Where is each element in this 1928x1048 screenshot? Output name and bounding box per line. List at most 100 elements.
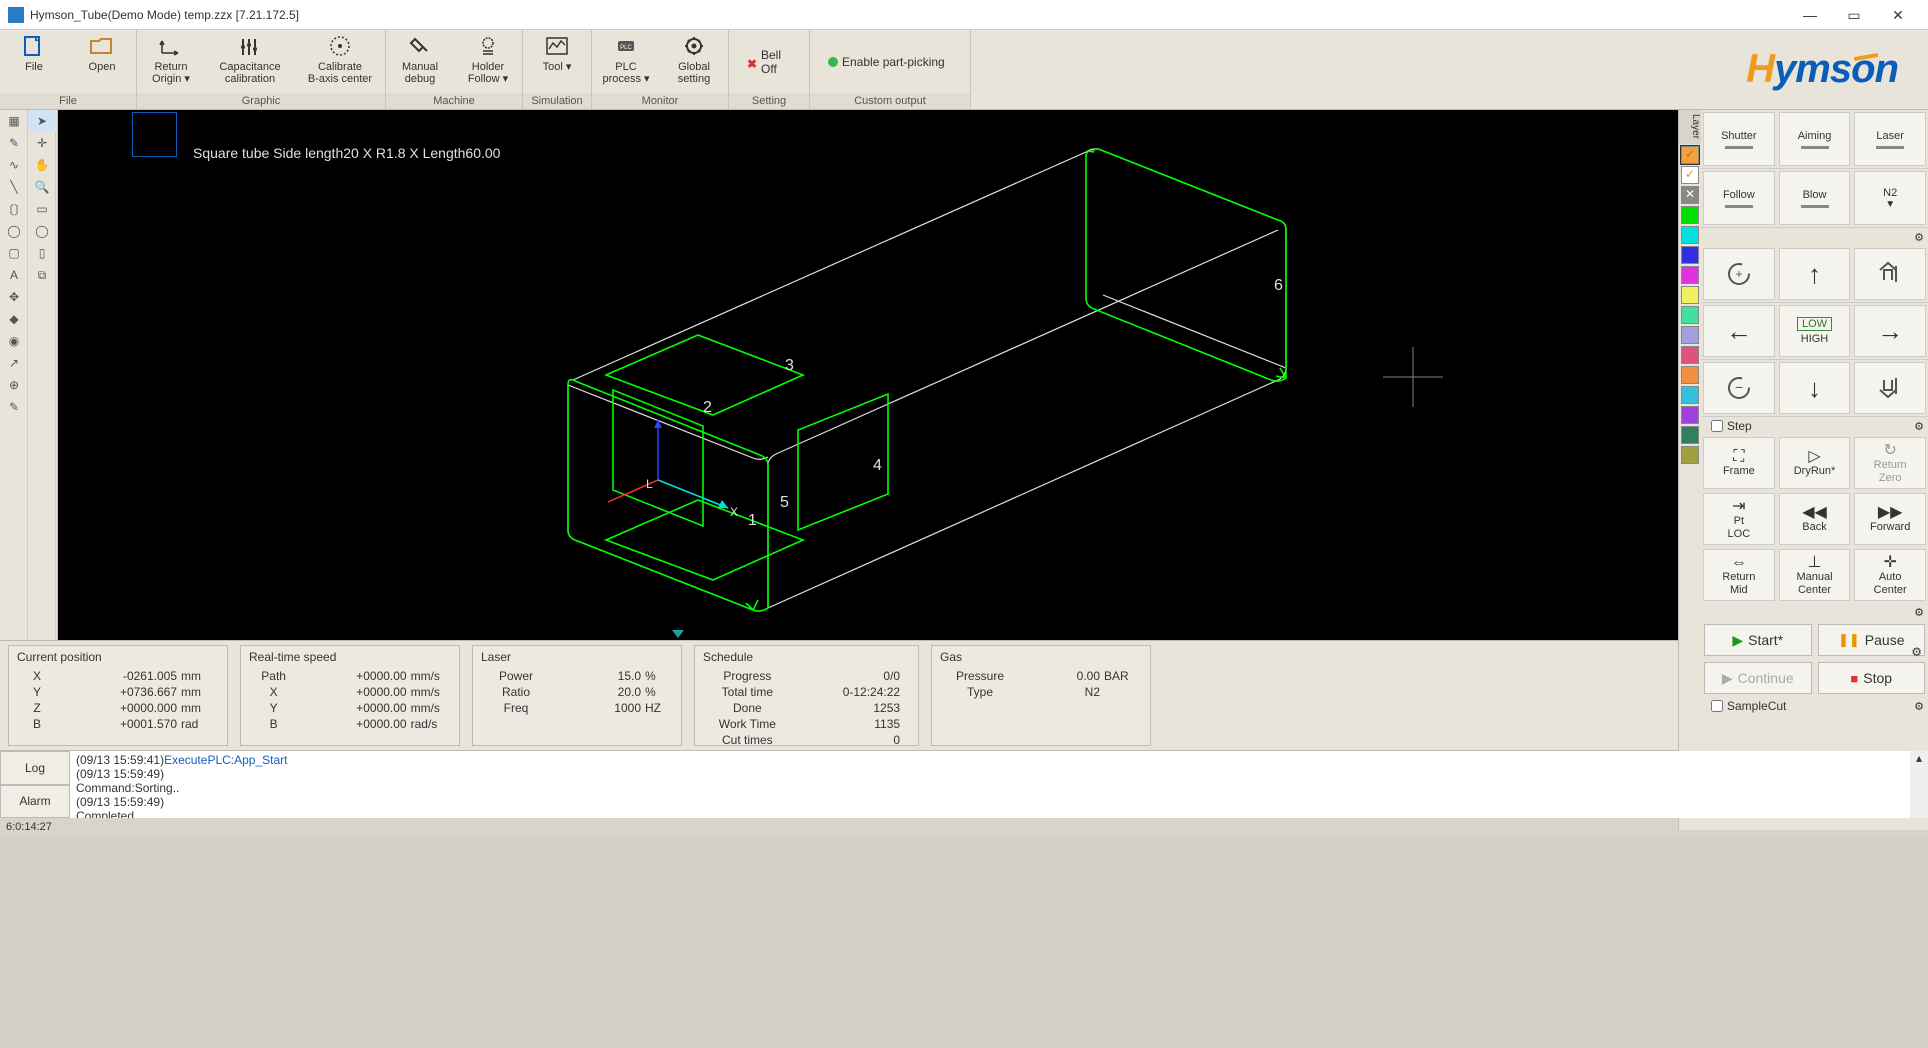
- layer-swatch-11[interactable]: [1681, 366, 1699, 384]
- step-checkbox[interactable]: Step: [1707, 417, 1756, 435]
- part-picking-toggle[interactable]: Enable part-picking: [828, 55, 952, 69]
- layer-swatch-3[interactable]: [1681, 206, 1699, 224]
- status-row: B+0001.570rad: [17, 716, 219, 732]
- viewport-3d[interactable]: Square tube Side length20 X R1.8 X Lengt…: [58, 110, 1678, 640]
- alarm-tab[interactable]: Alarm: [0, 785, 70, 819]
- tool-bracket-icon[interactable]: 〔〕: [0, 198, 28, 220]
- layer-swatch-10[interactable]: [1681, 346, 1699, 364]
- svg-text:5: 5: [780, 494, 789, 511]
- tool-grid-icon[interactable]: ▦: [0, 110, 28, 132]
- layer-swatch-6[interactable]: [1681, 266, 1699, 284]
- aiming-toggle[interactable]: Aiming: [1779, 112, 1851, 166]
- follow-toggle[interactable]: Follow: [1703, 171, 1775, 225]
- plc-process-button[interactable]: PLCPLCprocess ▾: [592, 30, 660, 93]
- frame-button[interactable]: ⛶Frame: [1703, 437, 1775, 489]
- blow-toggle[interactable]: Blow: [1779, 171, 1851, 225]
- layer-swatch-4[interactable]: [1681, 226, 1699, 244]
- layer-swatch-8[interactable]: [1681, 306, 1699, 324]
- tool-zoom-icon[interactable]: 🔍: [28, 176, 56, 198]
- gear-2[interactable]: ⚙: [1914, 420, 1924, 433]
- panel-position: Current positionX-0261.005mmY+0736.667mm…: [8, 645, 228, 746]
- tool-dup-icon[interactable]: ⧉: [28, 264, 56, 286]
- pt-loc-button[interactable]: ⇥PtLOC: [1703, 493, 1775, 545]
- group-label-custom: Custom output: [810, 93, 970, 109]
- tool-brush-icon[interactable]: ✎: [0, 396, 28, 418]
- layer-swatch-12[interactable]: [1681, 386, 1699, 404]
- tool-edit-icon[interactable]: ✎: [0, 132, 28, 154]
- layer-swatch-9[interactable]: [1681, 326, 1699, 344]
- shutter-toggle[interactable]: Shutter: [1703, 112, 1775, 166]
- tool-circle-icon[interactable]: ◯: [0, 220, 28, 242]
- global-setting-button[interactable]: Globalsetting: [660, 30, 728, 93]
- back-button[interactable]: ◀◀Back: [1779, 493, 1851, 545]
- forward-button[interactable]: ▶▶Forward: [1854, 493, 1926, 545]
- layer-swatch-13[interactable]: [1681, 406, 1699, 424]
- return-origin-button[interactable]: ReturnOrigin ▾: [137, 30, 205, 93]
- tool-text-icon[interactable]: A: [0, 264, 28, 286]
- tool-arrow-icon[interactable]: ↗: [0, 352, 28, 374]
- manual-debug-button[interactable]: Manualdebug: [386, 30, 454, 93]
- capacitance-calibration-button[interactable]: Capacitancecalibration: [205, 30, 295, 93]
- tool-rect-icon[interactable]: ▭: [28, 198, 56, 220]
- gear-status[interactable]: ⚙: [1911, 645, 1922, 659]
- maximize-button[interactable]: ▭: [1832, 0, 1876, 30]
- panel-gas: GasPressure0.00BARTypeN2: [931, 645, 1151, 746]
- return-mid-button[interactable]: ⇔ReturnMid: [1703, 549, 1775, 601]
- layer-swatch-1[interactable]: ✓: [1681, 166, 1699, 184]
- tool-square-icon[interactable]: ▢: [0, 242, 28, 264]
- jog-right-button[interactable]: →: [1854, 305, 1926, 357]
- auto-center-button[interactable]: ✛AutoCenter: [1854, 549, 1926, 601]
- layer-swatch-14[interactable]: [1681, 426, 1699, 444]
- open-button[interactable]: Open: [68, 30, 136, 93]
- jog-down-button[interactable]: ↓: [1779, 362, 1851, 414]
- log-scrollbar[interactable]: ▴: [1910, 751, 1928, 818]
- ribbon-group-simulation: Tool ▾ Simulation: [523, 30, 592, 109]
- jog-rotate-cw-button[interactable]: −: [1703, 362, 1775, 414]
- tool-node-icon[interactable]: ◆: [0, 308, 28, 330]
- tool-curve-icon[interactable]: ∿: [0, 154, 28, 176]
- jog-z-up-button[interactable]: [1854, 248, 1926, 300]
- status-row: Total time0-12:24:22: [703, 684, 910, 700]
- jog-up-button[interactable]: ↑: [1779, 248, 1851, 300]
- dryrun--button[interactable]: ▷DryRun*: [1779, 437, 1851, 489]
- tool-button[interactable]: Tool ▾: [523, 30, 591, 93]
- file-button[interactable]: File: [0, 30, 68, 93]
- layer-swatch-7[interactable]: [1681, 286, 1699, 304]
- calibrate-b-axis-button[interactable]: CalibrateB-axis center: [295, 30, 385, 93]
- speed-low-high-button[interactable]: LOWHIGH: [1779, 305, 1851, 357]
- tool-select-icon[interactable]: ➤: [28, 110, 56, 132]
- minimize-button[interactable]: —: [1788, 0, 1832, 30]
- tool-pointer-icon[interactable]: ✛: [28, 132, 56, 154]
- layer-swatch-2[interactable]: ✕: [1681, 186, 1699, 204]
- status-row: X-0261.005mm: [17, 668, 219, 684]
- holder-follow-button[interactable]: HolderFollow ▾: [454, 30, 522, 93]
- close-button[interactable]: ✕: [1876, 0, 1920, 30]
- main-area: ▦ ✎ ∿ ╲ 〔〕 ◯ ▢ A ✥ ◆ ◉ ↗ ⊕ ✎ ➤ ✛ ✋ 🔍 ▭ ◯…: [0, 110, 1928, 640]
- jog-rotate-ccw-button[interactable]: +: [1703, 248, 1775, 300]
- laser-toggle[interactable]: Laser: [1854, 112, 1926, 166]
- manual-center-button[interactable]: ⊥ManualCenter: [1779, 549, 1851, 601]
- svg-text:PLC: PLC: [620, 45, 632, 51]
- layer-swatch-15[interactable]: [1681, 446, 1699, 464]
- gear-3[interactable]: ⚙: [1701, 603, 1928, 621]
- svg-text:1: 1: [748, 512, 757, 529]
- tool-move-icon[interactable]: ✥: [0, 286, 28, 308]
- log-tab[interactable]: Log: [0, 751, 70, 785]
- ribbon-group-graphic: ReturnOrigin ▾ Capacitancecalibration Ca…: [137, 30, 386, 109]
- tool-page-icon[interactable]: ▯: [28, 242, 56, 264]
- tool-ellipse-icon[interactable]: ◯: [28, 220, 56, 242]
- bell-off-toggle[interactable]: ✖Bell Off: [747, 48, 791, 76]
- group-label-file: File: [0, 93, 136, 109]
- status-row: Path+0000.00mm/s: [249, 668, 451, 684]
- jog-left-button[interactable]: ←: [1703, 305, 1775, 357]
- n2-toggle[interactable]: N2▼: [1854, 171, 1926, 225]
- jog-z-down-button[interactable]: [1854, 362, 1926, 414]
- layer-swatch-5[interactable]: [1681, 246, 1699, 264]
- tool-line-icon[interactable]: ╲: [0, 176, 28, 198]
- layer-swatch-0[interactable]: ✓: [1681, 146, 1699, 164]
- tool-pan-icon[interactable]: ✋: [28, 154, 56, 176]
- tool-anchor-icon[interactable]: ⊕: [0, 374, 28, 396]
- tool-drop-icon[interactable]: ◉: [0, 330, 28, 352]
- svg-text:4: 4: [873, 457, 882, 474]
- gear-1[interactable]: ⚙: [1701, 228, 1928, 246]
